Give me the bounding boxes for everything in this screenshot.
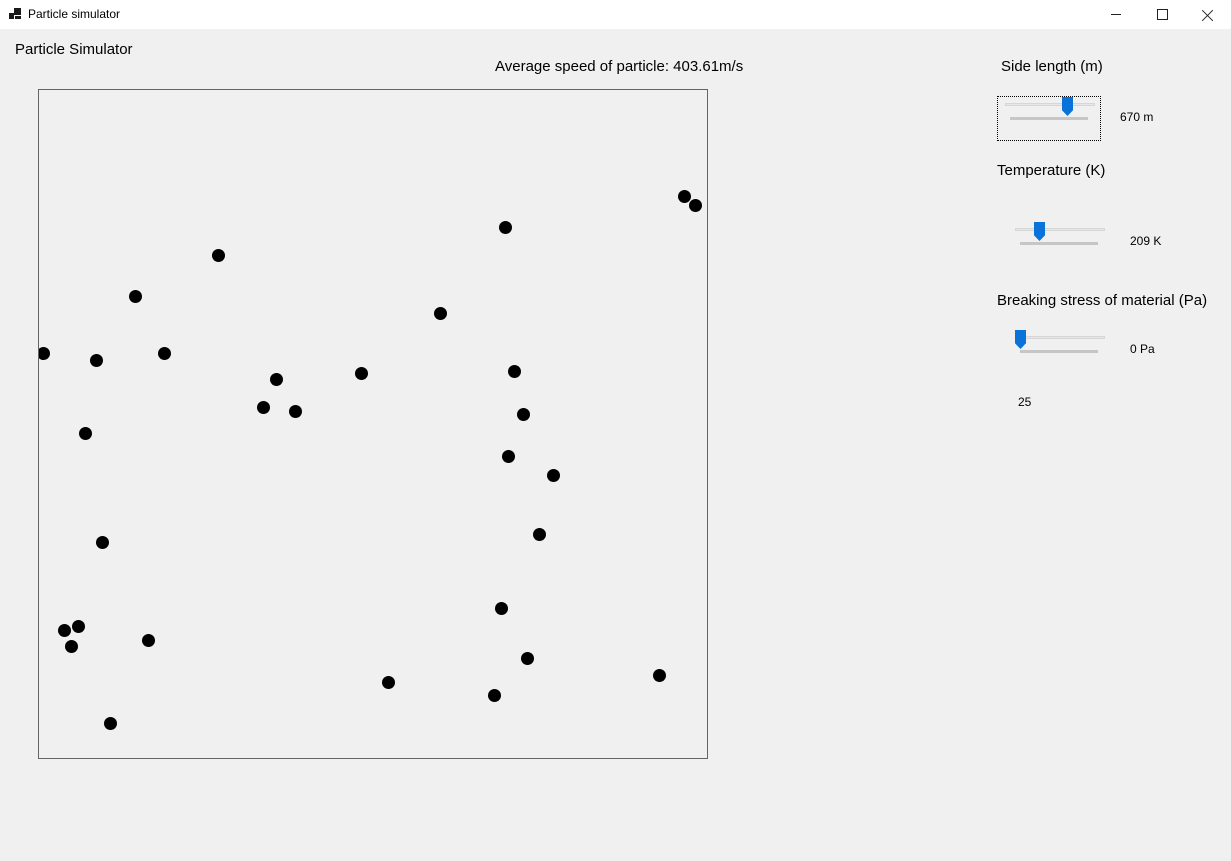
particle [141, 633, 155, 647]
particle [57, 623, 71, 637]
particle [498, 220, 512, 234]
window-title: Particle simulator [28, 7, 121, 21]
slider-track [1015, 228, 1105, 231]
breaking-stress-value: 0 Pa [1130, 342, 1155, 356]
slider-thumb[interactable] [1034, 222, 1045, 241]
app-icon [9, 8, 21, 20]
close-button[interactable] [1185, 0, 1231, 29]
minimize-button[interactable] [1093, 0, 1139, 29]
particle [688, 198, 702, 212]
particle [520, 651, 534, 665]
side-length-value: 670 m [1120, 110, 1154, 124]
particle [211, 248, 225, 262]
particle [89, 353, 103, 367]
average-speed-label: Average speed of particle: 403.61m/s [495, 58, 744, 75]
particle [532, 527, 546, 541]
slider-track [1005, 103, 1095, 106]
slider-tick-bar [1010, 117, 1088, 120]
particle-count: 25 [1018, 395, 1032, 409]
particle [677, 189, 691, 203]
particle [39, 346, 50, 360]
particle [507, 364, 521, 378]
slider-tick-bar [1020, 242, 1098, 245]
slider-track [1015, 336, 1105, 339]
temperature-label: Temperature (K) [997, 162, 1106, 179]
particle [501, 449, 515, 463]
app-title: Particle Simulator [15, 41, 133, 58]
particle [71, 619, 85, 633]
breaking-stress-slider[interactable] [1015, 330, 1105, 360]
side-length-slider[interactable] [1005, 97, 1095, 127]
particle [433, 306, 447, 320]
particle [157, 346, 171, 360]
temperature-value: 209 K [1130, 234, 1162, 248]
particle [288, 404, 302, 418]
particle [652, 668, 666, 682]
breaking-stress-label: Breaking stress of material (Pa) [997, 292, 1208, 309]
particle [494, 601, 508, 615]
particle [95, 535, 109, 549]
particle [128, 289, 142, 303]
particle [487, 688, 501, 702]
side-length-label: Side length (m) [1001, 58, 1103, 75]
simulation-box [38, 89, 708, 759]
particle [381, 675, 395, 689]
particle [103, 716, 117, 730]
particle [64, 639, 78, 653]
particle [256, 400, 270, 414]
slider-thumb[interactable] [1062, 97, 1073, 116]
slider-tick-bar [1020, 350, 1098, 353]
minimize-icon [1111, 14, 1121, 15]
particle [78, 426, 92, 440]
maximize-button[interactable] [1139, 0, 1185, 29]
particle [354, 366, 368, 380]
particle [546, 468, 560, 482]
close-icon [1202, 9, 1214, 21]
side-length-focus-rect [997, 96, 1101, 141]
title-bar: Particle simulator [0, 0, 1231, 29]
maximize-icon [1156, 9, 1168, 20]
slider-thumb[interactable] [1015, 330, 1026, 349]
temperature-slider[interactable] [1015, 222, 1105, 252]
particle [516, 407, 530, 421]
particle [269, 372, 283, 386]
